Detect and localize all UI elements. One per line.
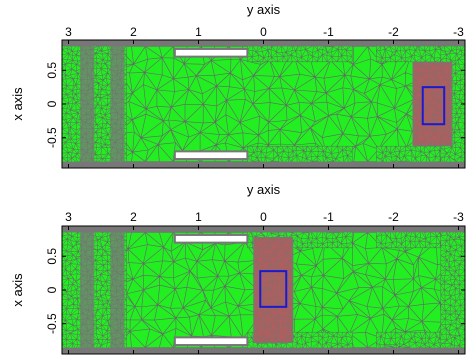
y-axis-label: x axis — [10, 273, 25, 307]
x-tick-label: 1 — [195, 210, 202, 224]
y-tick-label: 0.5 — [45, 62, 59, 79]
x-tick-label: -3 — [453, 25, 464, 39]
x-axis-label: y axis — [247, 2, 281, 17]
x-tick-label: 1 — [195, 25, 202, 39]
x-tick-label: 3 — [65, 210, 72, 224]
x-tick-label: 2 — [130, 210, 137, 224]
x-tick-label: 0 — [260, 210, 267, 224]
y-tick-label: 0 — [45, 100, 59, 107]
x-tick-label: 2 — [130, 25, 137, 39]
x-tick-label: 0 — [260, 25, 267, 39]
x-tick-label: -3 — [453, 210, 464, 224]
y-axis-label: x axis — [10, 87, 25, 121]
y-tick-label: -0.5 — [45, 313, 59, 334]
x-tick-label: -2 — [388, 25, 399, 39]
mesh-panel-1: 3 2 1 0 -1 -2 -3 0.5 0 -0.5 y axis x axis — [10, 2, 465, 168]
y-tick-label: 0.5 — [45, 248, 59, 265]
x-tick-label: 3 — [65, 25, 72, 39]
y-tick-label: -0.5 — [45, 127, 59, 148]
x-tick-label: -1 — [323, 210, 334, 224]
mesh-area — [62, 40, 465, 168]
x-axis-label: y axis — [247, 182, 281, 197]
x-tick-label: -2 — [388, 210, 399, 224]
y-tick-label: 0 — [45, 286, 59, 293]
x-tick-label: -1 — [323, 25, 334, 39]
mesh-area — [62, 226, 465, 354]
mesh-panel-2: 3 2 1 0 -1 -2 -3 0.5 0 -0.5 y axis x axis — [10, 182, 465, 354]
